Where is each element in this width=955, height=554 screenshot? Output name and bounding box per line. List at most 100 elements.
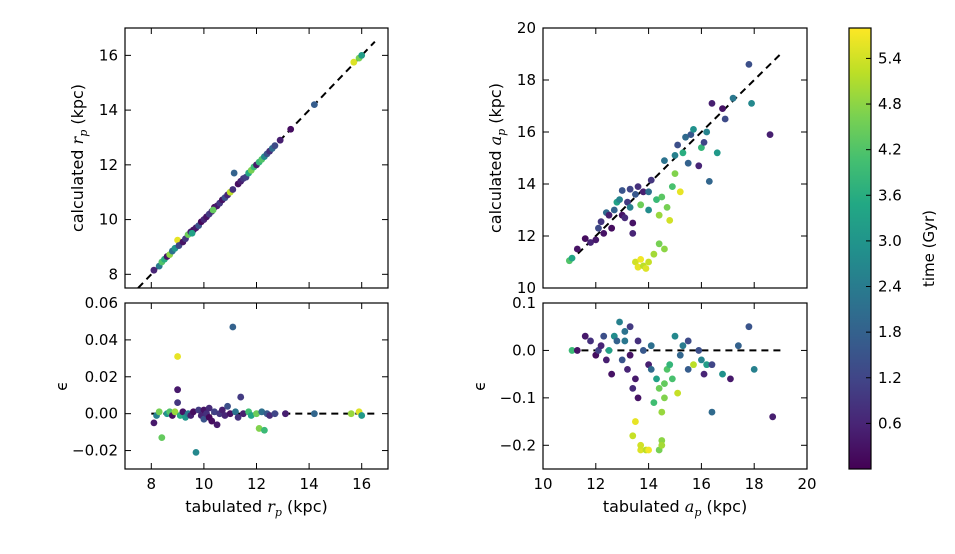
colorbar-label: time (Gyr) [920,210,938,287]
scatter-point [600,332,608,340]
scatter-point [637,256,645,263]
scatter-point [155,408,163,416]
scatter-point [310,410,318,418]
y-tick-label: 16 [99,46,118,64]
colorbar-tick-label: 4.2 [878,141,902,159]
y-tick-label: 10 [517,279,536,297]
scatter-point [230,169,238,177]
scatter-point [260,426,268,434]
scatter-point [690,125,697,133]
scatter-point [666,361,674,369]
scatter-point [634,394,642,402]
scatter-point [266,412,274,419]
scatter-point [581,235,589,243]
y-tick-label: 14 [517,175,536,193]
scatter-point [174,236,182,244]
colorbar: 0.6 1.2 1.8 2.4 3.0 3.6 4.2 4.8 5.4 time (Gyr) [848,27,938,470]
scatter-point [671,332,679,340]
scatter-point [616,318,623,326]
scatter-point [645,188,652,196]
scatter-point [587,337,594,345]
scatter-point [655,384,663,392]
scatter-point [282,410,289,418]
scatter-point [211,408,218,416]
scatter-point [684,337,692,345]
x-tick-label: 16 [692,475,711,493]
scatter-point [573,347,581,354]
scatter-point [661,380,668,388]
scatter-point [150,419,158,427]
scatter-point [637,201,645,209]
scatter-point [655,240,663,248]
scatter-point [645,446,652,454]
scatter-point [174,386,182,394]
scatter-point [573,245,581,253]
scatter-point [748,100,755,107]
scatter-point [698,144,705,152]
x-tick-label: 18 [745,475,764,493]
colorbar-gradient [848,27,872,470]
scatter-point [626,323,634,331]
scatter-point [668,375,676,383]
scatter-point [608,224,616,232]
y-tick-label: −0.1 [500,389,536,407]
scatter-point [690,361,697,369]
colorbar-tick-label: 0.6 [878,414,902,432]
scatter-point [255,425,263,432]
scatter-point [647,366,655,373]
panel-rp-main: 8 10 12 14 16 calculated rp (kpc) [68,27,389,289]
scatter-point [674,389,682,397]
colorbar-tick-label: 1.2 [878,369,902,387]
scatter-point [653,375,660,383]
colorbar-tick-label: 3.6 [878,186,902,204]
scatter-point [721,115,729,123]
scatter-point [661,245,668,253]
panels: 8 10 12 14 16 calculated rp (kpc) −0.02 0.00 0.0… [52,19,817,519]
scatter-point [610,206,618,214]
scatter-point [629,219,637,227]
scatter-point [592,236,600,244]
scatter-point [624,366,631,373]
scatter-point [745,323,753,331]
scatter-point [597,218,605,226]
scatter-point [221,412,229,419]
scatter-point [568,254,576,262]
scatter-point [158,434,166,442]
scatter-point [258,408,266,416]
axes-frame [124,27,389,289]
scatter-point [766,131,774,139]
scatter-point [632,258,639,266]
scatter-point [679,342,687,350]
scatter-point [271,410,279,418]
y-tick-label: 20 [517,19,536,37]
scatter-point [224,402,231,410]
y-tick-label: 0.0 [512,341,536,359]
scatter-point [658,437,666,444]
scatter-point [150,266,158,274]
x-tick-label: 16 [352,475,371,493]
scatter-point [600,230,608,237]
scatter-point [708,408,716,416]
scatter-point [626,351,634,359]
scatter-point [608,370,616,378]
scatter-point [687,131,695,139]
x-tick-label: 10 [194,475,213,493]
scatter-point [632,375,639,383]
y-tick-label: 0.06 [85,294,118,312]
scatter-point [708,361,716,369]
scatter-point [621,337,629,345]
scatter-point [700,370,708,378]
scatter-point [271,142,279,150]
scatter-point [358,51,366,59]
scatter-point [658,193,666,201]
scatter-point [597,342,605,350]
colorbar-tick-label: 2.4 [878,278,902,296]
scatter-point [653,196,660,204]
scatter-point [674,141,682,149]
scatter-point [276,136,284,144]
scatter-point [237,393,245,401]
scatter-point [621,328,629,335]
scatter-point [624,198,631,206]
scatter-point [229,323,237,331]
